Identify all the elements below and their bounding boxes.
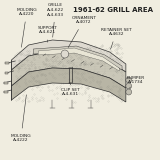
FancyBboxPatch shape — [5, 62, 8, 64]
Text: MOLDING
A-4222: MOLDING A-4222 — [11, 95, 31, 142]
Polygon shape — [12, 51, 126, 88]
Circle shape — [61, 50, 69, 58]
Circle shape — [126, 77, 132, 83]
FancyBboxPatch shape — [4, 91, 8, 93]
FancyBboxPatch shape — [4, 72, 8, 74]
Polygon shape — [12, 40, 126, 72]
Text: SUPPORT
A-4-621: SUPPORT A-4-621 — [38, 26, 58, 42]
Circle shape — [126, 89, 132, 95]
Polygon shape — [12, 68, 126, 102]
Text: CLIP SET
A-4-631: CLIP SET A-4-631 — [61, 83, 80, 96]
Text: RETAINER SET
A-4632: RETAINER SET A-4632 — [101, 28, 132, 49]
Text: MOLDING
A-4220: MOLDING A-4220 — [16, 8, 37, 47]
Text: BUMPER
A-1734: BUMPER A-1734 — [126, 76, 144, 88]
Text: 1961-62 GRILL AREA: 1961-62 GRILL AREA — [72, 7, 152, 13]
Polygon shape — [38, 48, 119, 71]
Text: ORNAMENT
A-4072: ORNAMENT A-4072 — [68, 16, 96, 48]
Polygon shape — [33, 46, 122, 70]
Text: GRILLE
A-4-622
A-4-633: GRILLE A-4-622 A-4-633 — [47, 3, 64, 37]
Circle shape — [126, 83, 132, 89]
FancyBboxPatch shape — [4, 82, 8, 84]
